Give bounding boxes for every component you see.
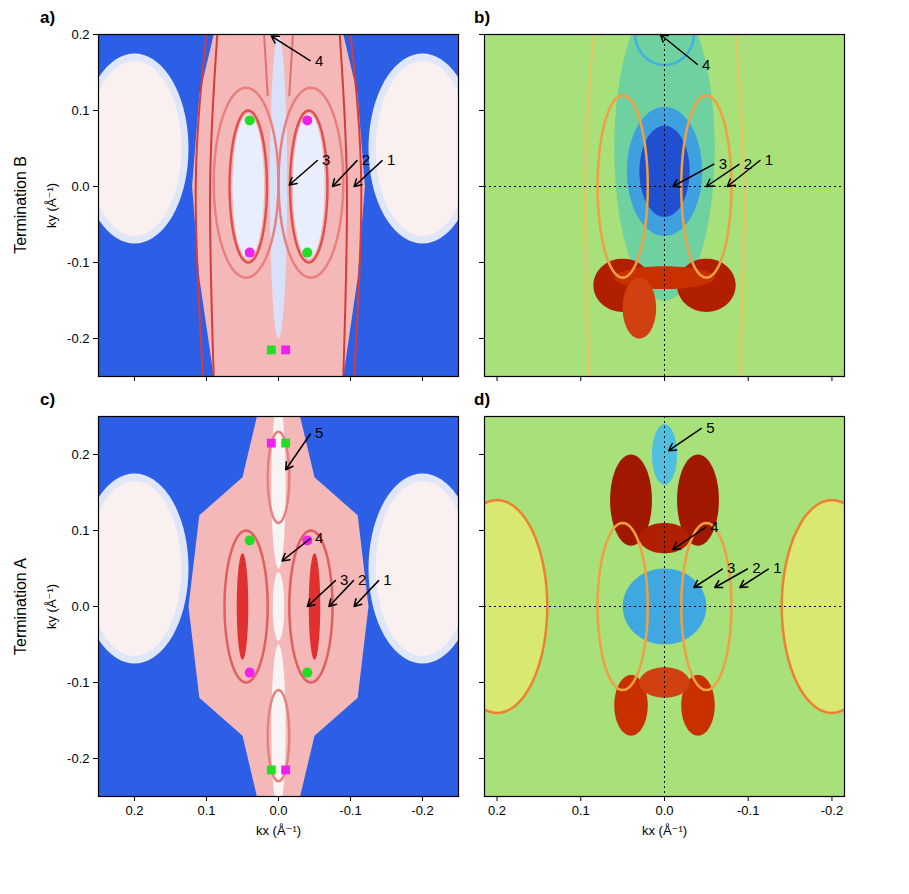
svg-text:4: 4 (315, 52, 323, 69)
svg-text:1: 1 (383, 571, 391, 588)
svg-text:0.2: 0.2 (488, 803, 506, 818)
svg-text:ky (Å⁻¹): ky (Å⁻¹) (44, 584, 59, 629)
svg-text:4: 4 (710, 518, 718, 535)
svg-text:0.0: 0.0 (269, 803, 287, 818)
svg-text:2: 2 (362, 151, 370, 168)
svg-text:2: 2 (744, 155, 752, 172)
html-text:Termination B: Termination B (12, 156, 29, 254)
svg-text:3: 3 (727, 559, 735, 576)
svg-text:0.2: 0.2 (125, 803, 143, 818)
svg-text:5: 5 (706, 419, 714, 436)
html-text:b): b) (474, 8, 490, 27)
svg-text:1: 1 (773, 559, 781, 576)
svg-text:2: 2 (358, 571, 366, 588)
svg-text:1: 1 (387, 151, 395, 168)
svg-text:-0.1: -0.1 (339, 803, 361, 818)
svg-text:-0.2: -0.2 (411, 803, 433, 818)
html-text:Termination A: Termination A (12, 557, 29, 655)
svg-text:0.0: 0.0 (71, 179, 89, 194)
svg-text:0.0: 0.0 (655, 803, 673, 818)
svg-text:0.1: 0.1 (572, 803, 590, 818)
svg-text:kx (Å⁻¹): kx (Å⁻¹) (256, 823, 301, 838)
svg-text:-0.1: -0.1 (67, 675, 89, 690)
svg-text:3: 3 (322, 151, 330, 168)
svg-text:-0.2: -0.2 (67, 331, 89, 346)
html-text:d): d) (474, 390, 490, 409)
svg-text:0.1: 0.1 (197, 803, 215, 818)
svg-text:0.2: 0.2 (71, 447, 89, 462)
svg-text:4: 4 (315, 529, 323, 546)
svg-text:-0.1: -0.1 (67, 255, 89, 270)
svg-text:1: 1 (765, 151, 773, 168)
html-text:a): a) (40, 8, 56, 27)
svg-text:0.1: 0.1 (71, 523, 89, 538)
svg-text:5: 5 (315, 424, 323, 441)
svg-text:-0.2: -0.2 (67, 751, 89, 766)
svg-text:3: 3 (340, 571, 348, 588)
svg-text:0.0: 0.0 (71, 599, 89, 614)
svg-text:kx (Å⁻¹): kx (Å⁻¹) (642, 823, 687, 838)
svg-text:0.1: 0.1 (71, 103, 89, 118)
svg-text:2: 2 (752, 559, 760, 576)
svg-text:-0.2: -0.2 (821, 803, 843, 818)
svg-text:4: 4 (702, 56, 710, 73)
svg-text:ky (Å⁻¹): ky (Å⁻¹) (44, 183, 59, 228)
svg-text:3: 3 (719, 155, 727, 172)
html-text:c): c) (40, 390, 56, 409)
svg-text:0.2: 0.2 (71, 27, 89, 42)
svg-text:-0.1: -0.1 (737, 803, 759, 818)
